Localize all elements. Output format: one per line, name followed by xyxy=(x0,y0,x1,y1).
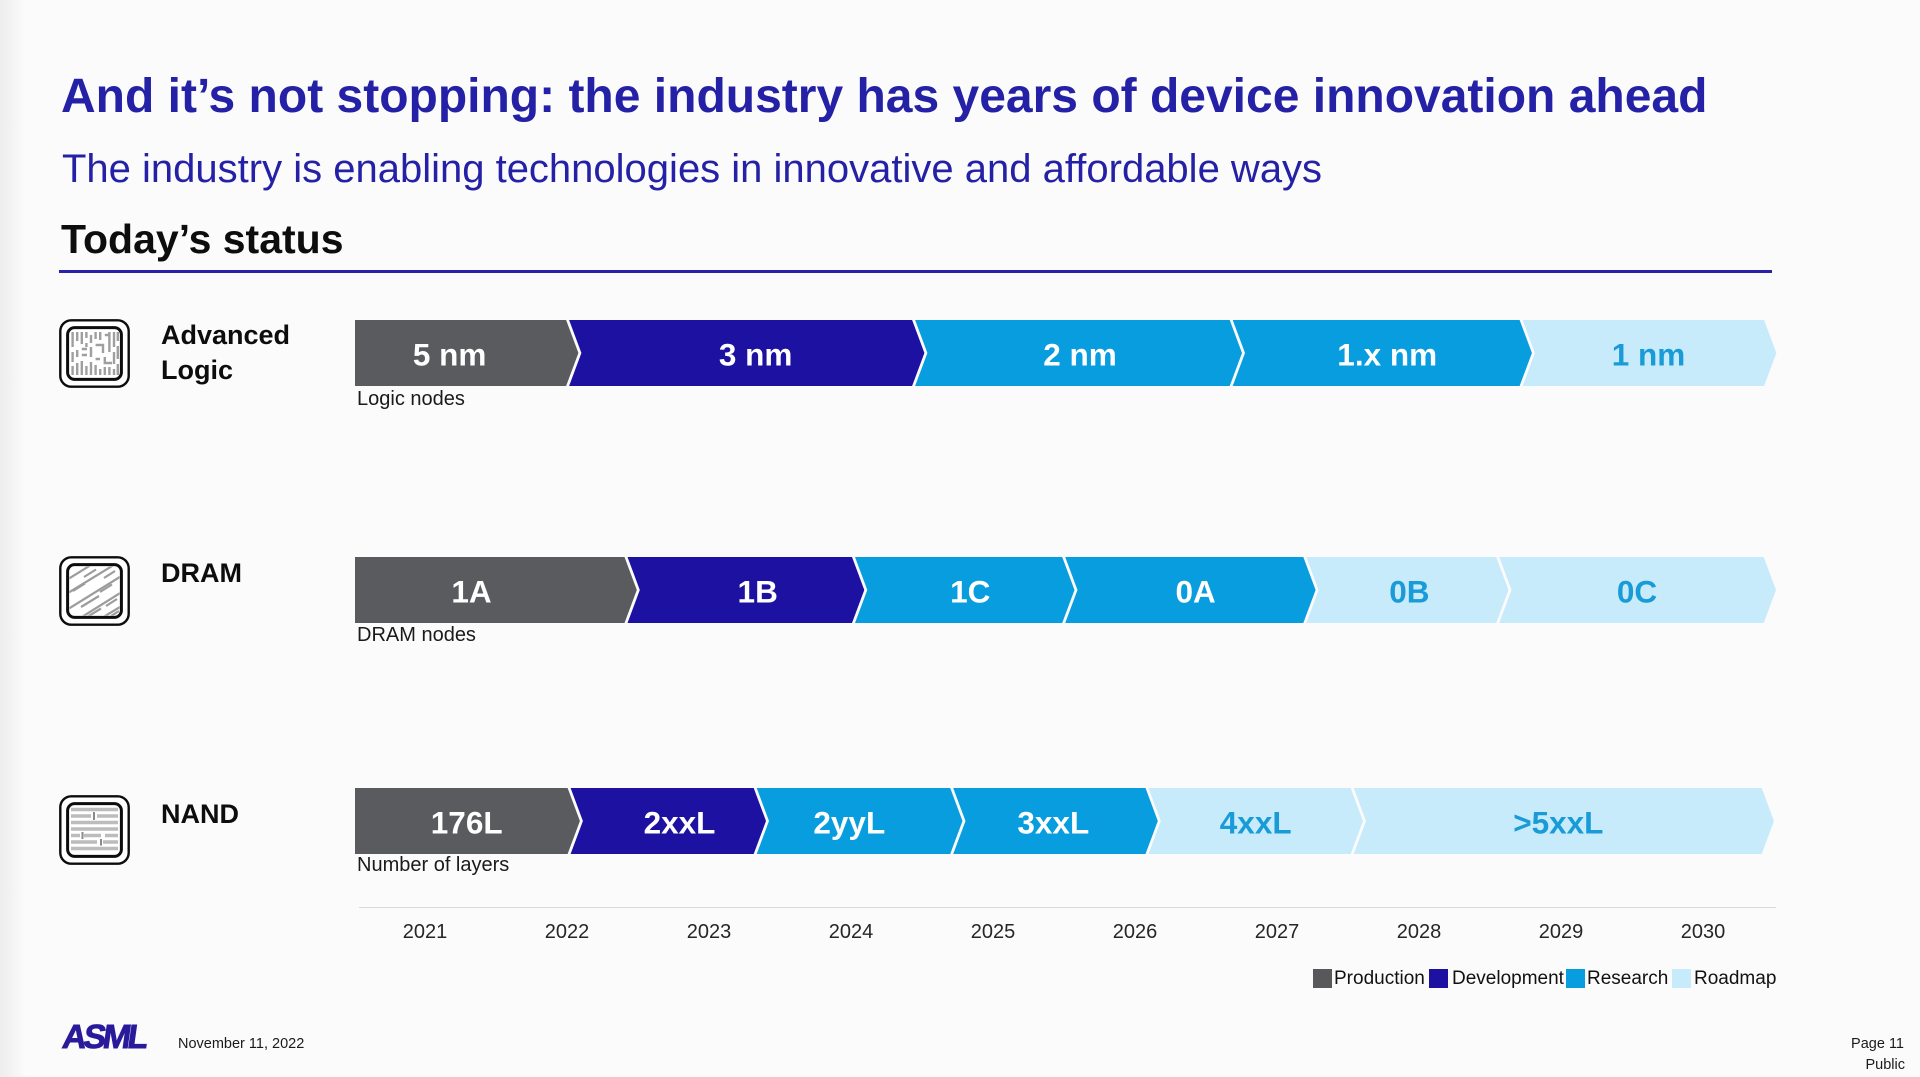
svg-text:1A: 1A xyxy=(451,574,491,610)
svg-text:2yyL: 2yyL xyxy=(813,805,885,841)
svg-text:1 nm: 1 nm xyxy=(1612,337,1686,373)
svg-text:3xxL: 3xxL xyxy=(1017,805,1089,841)
svg-text:2xxL: 2xxL xyxy=(644,805,716,841)
svg-text:0C: 0C xyxy=(1617,574,1657,610)
svg-text:0B: 0B xyxy=(1389,574,1429,610)
svg-text:5 nm: 5 nm xyxy=(413,337,487,373)
svg-text:>5xxL: >5xxL xyxy=(1513,805,1603,841)
svg-text:4xxL: 4xxL xyxy=(1220,805,1292,841)
svg-text:176L: 176L xyxy=(431,805,503,841)
svg-text:1B: 1B xyxy=(738,574,778,610)
svg-text:1.x nm: 1.x nm xyxy=(1337,337,1437,373)
svg-text:0A: 0A xyxy=(1175,574,1215,610)
svg-text:2 nm: 2 nm xyxy=(1043,337,1117,373)
svg-text:3 nm: 3 nm xyxy=(719,337,793,373)
svg-text:1C: 1C xyxy=(950,574,990,610)
